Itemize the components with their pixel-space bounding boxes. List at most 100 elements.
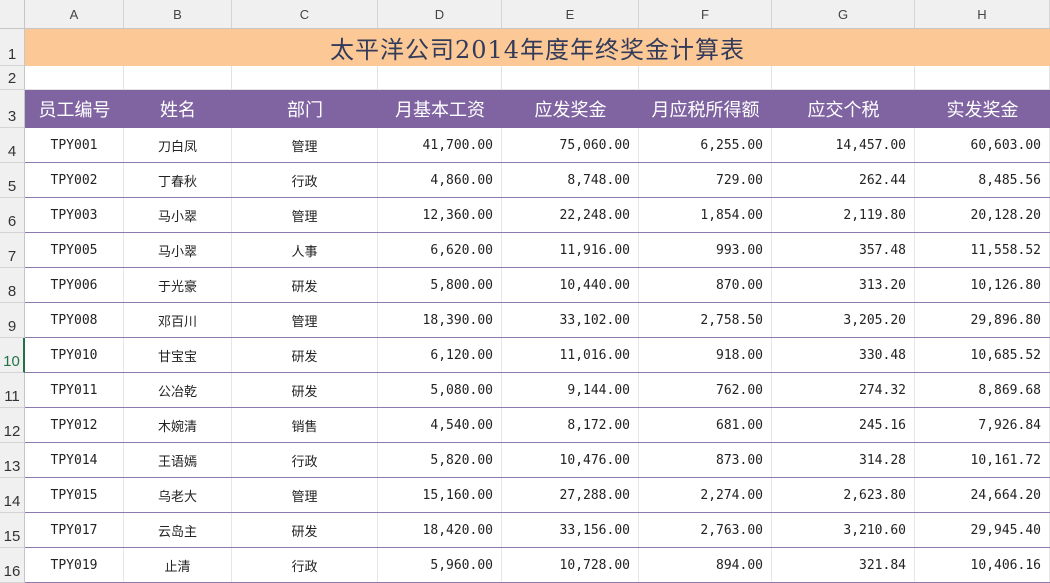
base-salary-cell[interactable]: 18,390.00 [378, 303, 502, 337]
taxable-income-cell[interactable]: 870.00 [639, 268, 772, 302]
base-salary-cell[interactable]: 6,620.00 [378, 233, 502, 267]
name-cell[interactable]: 云岛主 [124, 513, 232, 547]
net-bonus-cell[interactable]: 20,128.20 [915, 198, 1050, 232]
bonus-payable-cell[interactable]: 33,102.00 [502, 303, 639, 337]
department-cell[interactable]: 行政 [232, 163, 378, 197]
taxable-income-cell[interactable]: 2,758.50 [639, 303, 772, 337]
name-cell[interactable]: 止清 [124, 548, 232, 582]
header-department[interactable]: 部门 [287, 100, 323, 121]
header-employee-id[interactable]: 员工编号 [38, 100, 111, 121]
column-header-e[interactable]: E [502, 0, 639, 28]
employee-id-cell[interactable]: TPY001 [25, 128, 124, 162]
net-bonus-cell[interactable]: 10,126.80 [915, 268, 1050, 302]
empty-cell[interactable] [772, 66, 915, 90]
department-cell[interactable]: 研发 [232, 373, 378, 407]
base-salary-cell[interactable]: 5,800.00 [378, 268, 502, 302]
row-header-5[interactable]: 5 [0, 163, 25, 198]
bonus-payable-cell[interactable]: 11,916.00 [502, 233, 639, 267]
name-cell[interactable]: 马小翠 [124, 233, 232, 267]
tax-cell[interactable]: 2,623.80 [772, 478, 915, 512]
row-header-8[interactable]: 8 [0, 268, 25, 303]
column-header-d[interactable]: D [378, 0, 502, 28]
bonus-payable-cell[interactable]: 10,728.00 [502, 548, 639, 582]
employee-id-cell[interactable]: TPY015 [25, 478, 124, 512]
department-cell[interactable]: 销售 [232, 408, 378, 442]
employee-id-cell[interactable]: TPY003 [25, 198, 124, 232]
department-cell[interactable]: 管理 [232, 198, 378, 232]
row-header-6[interactable]: 6 [0, 198, 25, 233]
tax-cell[interactable]: 314.28 [772, 443, 915, 477]
department-cell[interactable]: 人事 [232, 233, 378, 267]
name-cell[interactable]: 邓百川 [124, 303, 232, 337]
taxable-income-cell[interactable]: 894.00 [639, 548, 772, 582]
net-bonus-cell[interactable]: 8,485.56 [915, 163, 1050, 197]
empty-cell[interactable] [502, 66, 639, 90]
tax-cell[interactable]: 2,119.80 [772, 198, 915, 232]
tax-cell[interactable]: 357.48 [772, 233, 915, 267]
bonus-payable-cell[interactable]: 8,748.00 [502, 163, 639, 197]
header-name[interactable]: 姓名 [160, 100, 196, 121]
row-header-9[interactable]: 9 [0, 303, 25, 338]
empty-cell[interactable] [25, 66, 124, 90]
empty-cell[interactable] [915, 66, 1050, 90]
employee-id-cell[interactable]: TPY017 [25, 513, 124, 547]
sheet-title[interactable]: 太平洋公司2014年度年终奖金计算表 [329, 36, 746, 64]
row-header-4[interactable]: 4 [0, 128, 25, 163]
tax-cell[interactable]: 313.20 [772, 268, 915, 302]
department-cell[interactable]: 管理 [232, 128, 378, 162]
empty-cell[interactable] [639, 66, 772, 90]
taxable-income-cell[interactable]: 993.00 [639, 233, 772, 267]
net-bonus-cell[interactable]: 8,869.68 [915, 373, 1050, 407]
name-cell[interactable]: 甘宝宝 [124, 338, 232, 372]
department-cell[interactable]: 管理 [232, 303, 378, 337]
row-header-10[interactable]: 10 [0, 338, 25, 373]
bonus-payable-cell[interactable]: 10,476.00 [502, 443, 639, 477]
row-header-16[interactable]: 16 [0, 548, 25, 583]
base-salary-cell[interactable]: 4,540.00 [378, 408, 502, 442]
header-net-bonus[interactable]: 实发奖金 [946, 100, 1019, 121]
net-bonus-cell[interactable]: 29,945.40 [915, 513, 1050, 547]
bonus-payable-cell[interactable]: 8,172.00 [502, 408, 639, 442]
taxable-income-cell[interactable]: 1,854.00 [639, 198, 772, 232]
empty-cell[interactable] [232, 66, 378, 90]
row-header-7[interactable]: 7 [0, 233, 25, 268]
bonus-payable-cell[interactable]: 33,156.00 [502, 513, 639, 547]
taxable-income-cell[interactable]: 873.00 [639, 443, 772, 477]
row-header-15[interactable]: 15 [0, 513, 25, 548]
employee-id-cell[interactable]: TPY005 [25, 233, 124, 267]
bonus-payable-cell[interactable]: 27,288.00 [502, 478, 639, 512]
employee-id-cell[interactable]: TPY019 [25, 548, 124, 582]
column-header-c[interactable]: C [232, 0, 378, 28]
department-cell[interactable]: 研发 [232, 513, 378, 547]
tax-cell[interactable]: 14,457.00 [772, 128, 915, 162]
bonus-payable-cell[interactable]: 22,248.00 [502, 198, 639, 232]
base-salary-cell[interactable]: 12,360.00 [378, 198, 502, 232]
employee-id-cell[interactable]: TPY008 [25, 303, 124, 337]
row-header-1[interactable]: 1 [0, 29, 25, 66]
taxable-income-cell[interactable]: 681.00 [639, 408, 772, 442]
department-cell[interactable]: 研发 [232, 268, 378, 302]
empty-cell[interactable] [378, 66, 502, 90]
base-salary-cell[interactable]: 41,700.00 [378, 128, 502, 162]
taxable-income-cell[interactable]: 762.00 [639, 373, 772, 407]
net-bonus-cell[interactable]: 10,161.72 [915, 443, 1050, 477]
bonus-payable-cell[interactable]: 75,060.00 [502, 128, 639, 162]
row-header-2[interactable]: 2 [0, 66, 25, 90]
net-bonus-cell[interactable]: 60,603.00 [915, 128, 1050, 162]
select-all-corner[interactable] [0, 0, 25, 28]
name-cell[interactable]: 木婉清 [124, 408, 232, 442]
employee-id-cell[interactable]: TPY014 [25, 443, 124, 477]
column-header-f[interactable]: F [639, 0, 772, 28]
column-header-a[interactable]: A [25, 0, 124, 28]
taxable-income-cell[interactable]: 729.00 [639, 163, 772, 197]
tax-cell[interactable]: 330.48 [772, 338, 915, 372]
base-salary-cell[interactable]: 18,420.00 [378, 513, 502, 547]
net-bonus-cell[interactable]: 10,406.16 [915, 548, 1050, 582]
base-salary-cell[interactable]: 5,080.00 [378, 373, 502, 407]
taxable-income-cell[interactable]: 6,255.00 [639, 128, 772, 162]
employee-id-cell[interactable]: TPY002 [25, 163, 124, 197]
tax-cell[interactable]: 3,205.20 [772, 303, 915, 337]
department-cell[interactable]: 行政 [232, 443, 378, 477]
tax-cell[interactable]: 274.32 [772, 373, 915, 407]
net-bonus-cell[interactable]: 10,685.52 [915, 338, 1050, 372]
